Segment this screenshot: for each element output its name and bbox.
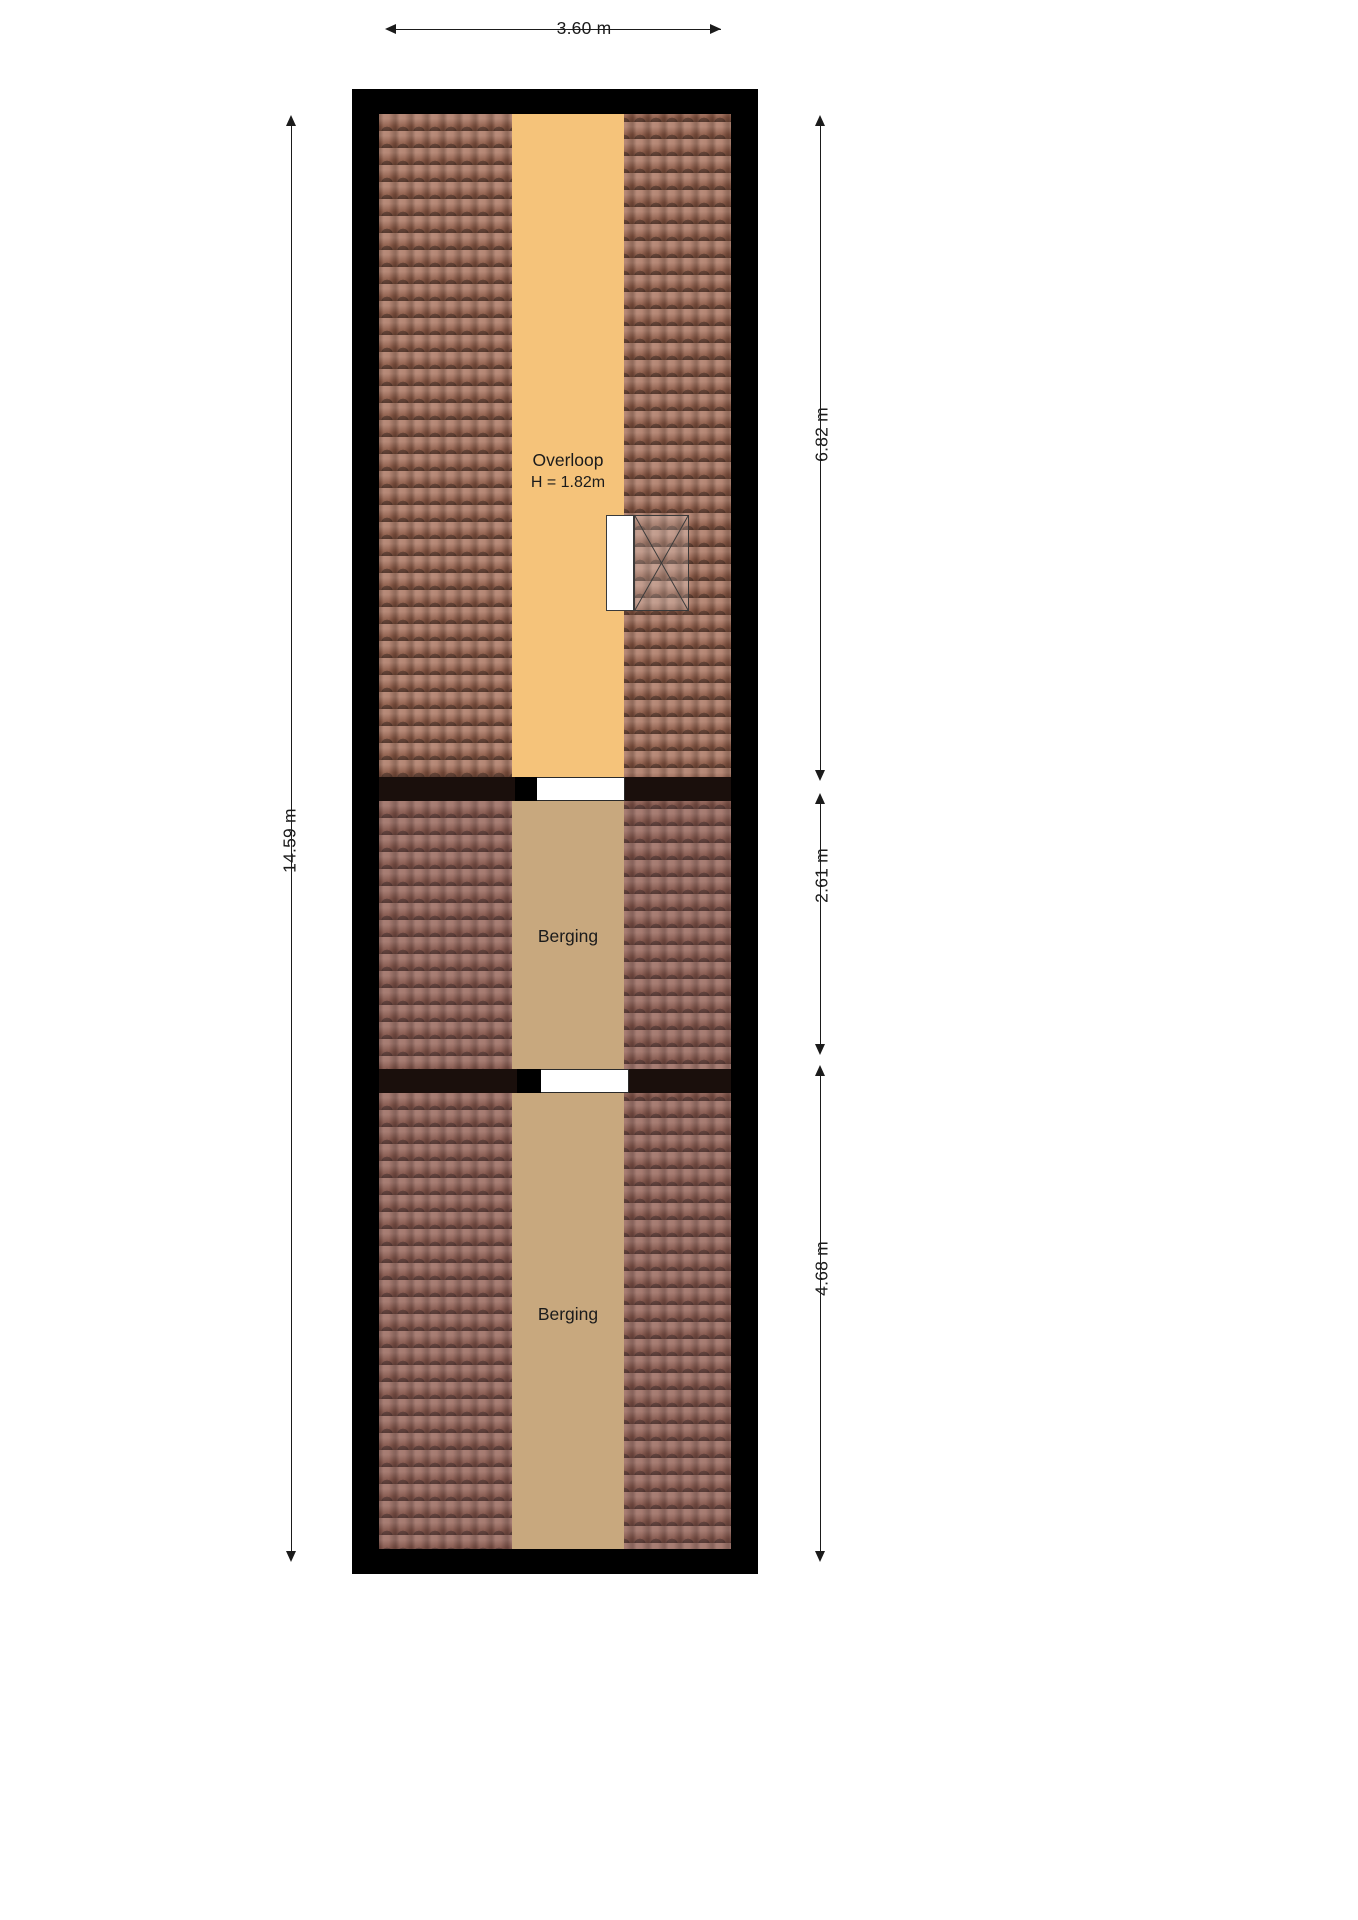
building-outline: Overloop H = 1.82m Berging: [352, 89, 758, 1574]
room-name-berging-bottom: Berging: [537, 1304, 599, 1324]
left-dimension-line: [291, 122, 292, 1556]
roof-area-bottom-left: [379, 1093, 512, 1549]
room-label-overloop: Overloop H = 1.82m: [448, 450, 688, 492]
building-interior: Overloop H = 1.82m Berging: [379, 114, 731, 1549]
right-bottom-dimension-arrow-bottom: [815, 1551, 825, 1562]
right-middle-dimension-arrow-top: [815, 793, 825, 804]
door-leaf-lower: [517, 1069, 541, 1093]
room-name-overloop: Overloop: [532, 450, 604, 470]
roof-area-top-left: [379, 114, 512, 777]
overloop-floor: [512, 114, 624, 777]
berging-middle-floor: [512, 801, 624, 1069]
right-bottom-dimension-line: [820, 1072, 821, 1556]
left-dimension-arrow-top: [286, 115, 296, 126]
left-height-label: 14.59 m: [279, 808, 300, 873]
right-middle-dimension-arrow-bottom: [815, 1044, 825, 1055]
roof-area-mid-right: [624, 801, 731, 1069]
right-middle-label: 2.61 m: [811, 848, 832, 903]
top-dimension-arrow-right: [710, 24, 721, 34]
door-leaf-upper: [515, 777, 537, 801]
stair-cross-icon: [635, 516, 688, 610]
left-dimension-arrow-bottom: [286, 1551, 296, 1562]
right-top-label: 6.82 m: [811, 407, 832, 462]
right-top-dimension-arrow-bottom: [815, 770, 825, 781]
door-opening-lower: [539, 1069, 629, 1093]
room-label-berging-middle: Berging: [448, 926, 688, 947]
right-top-dimension-arrow-top: [815, 115, 825, 126]
roof-area-top-right: [624, 114, 731, 777]
top-dimension-line: [389, 29, 721, 30]
room-name-berging-middle: Berging: [537, 926, 599, 946]
top-dimension-arrow-left: [385, 24, 396, 34]
right-bottom-dimension-arrow-top: [815, 1065, 825, 1076]
right-middle-dimension-line: [820, 800, 821, 1049]
stair-hatch: [634, 515, 689, 611]
roof-area-mid-left: [379, 801, 512, 1069]
roof-area-bottom-right: [624, 1093, 731, 1549]
right-top-dimension-line: [820, 122, 821, 775]
stair-opening-frame: [606, 515, 634, 611]
room-height-overloop: H = 1.82m: [530, 474, 606, 491]
room-label-berging-bottom: Berging: [448, 1304, 688, 1325]
top-width-label: 3.60 m: [556, 18, 612, 38]
right-bottom-label: 4.68 m: [811, 1241, 832, 1296]
berging-bottom-floor: [512, 1093, 624, 1549]
